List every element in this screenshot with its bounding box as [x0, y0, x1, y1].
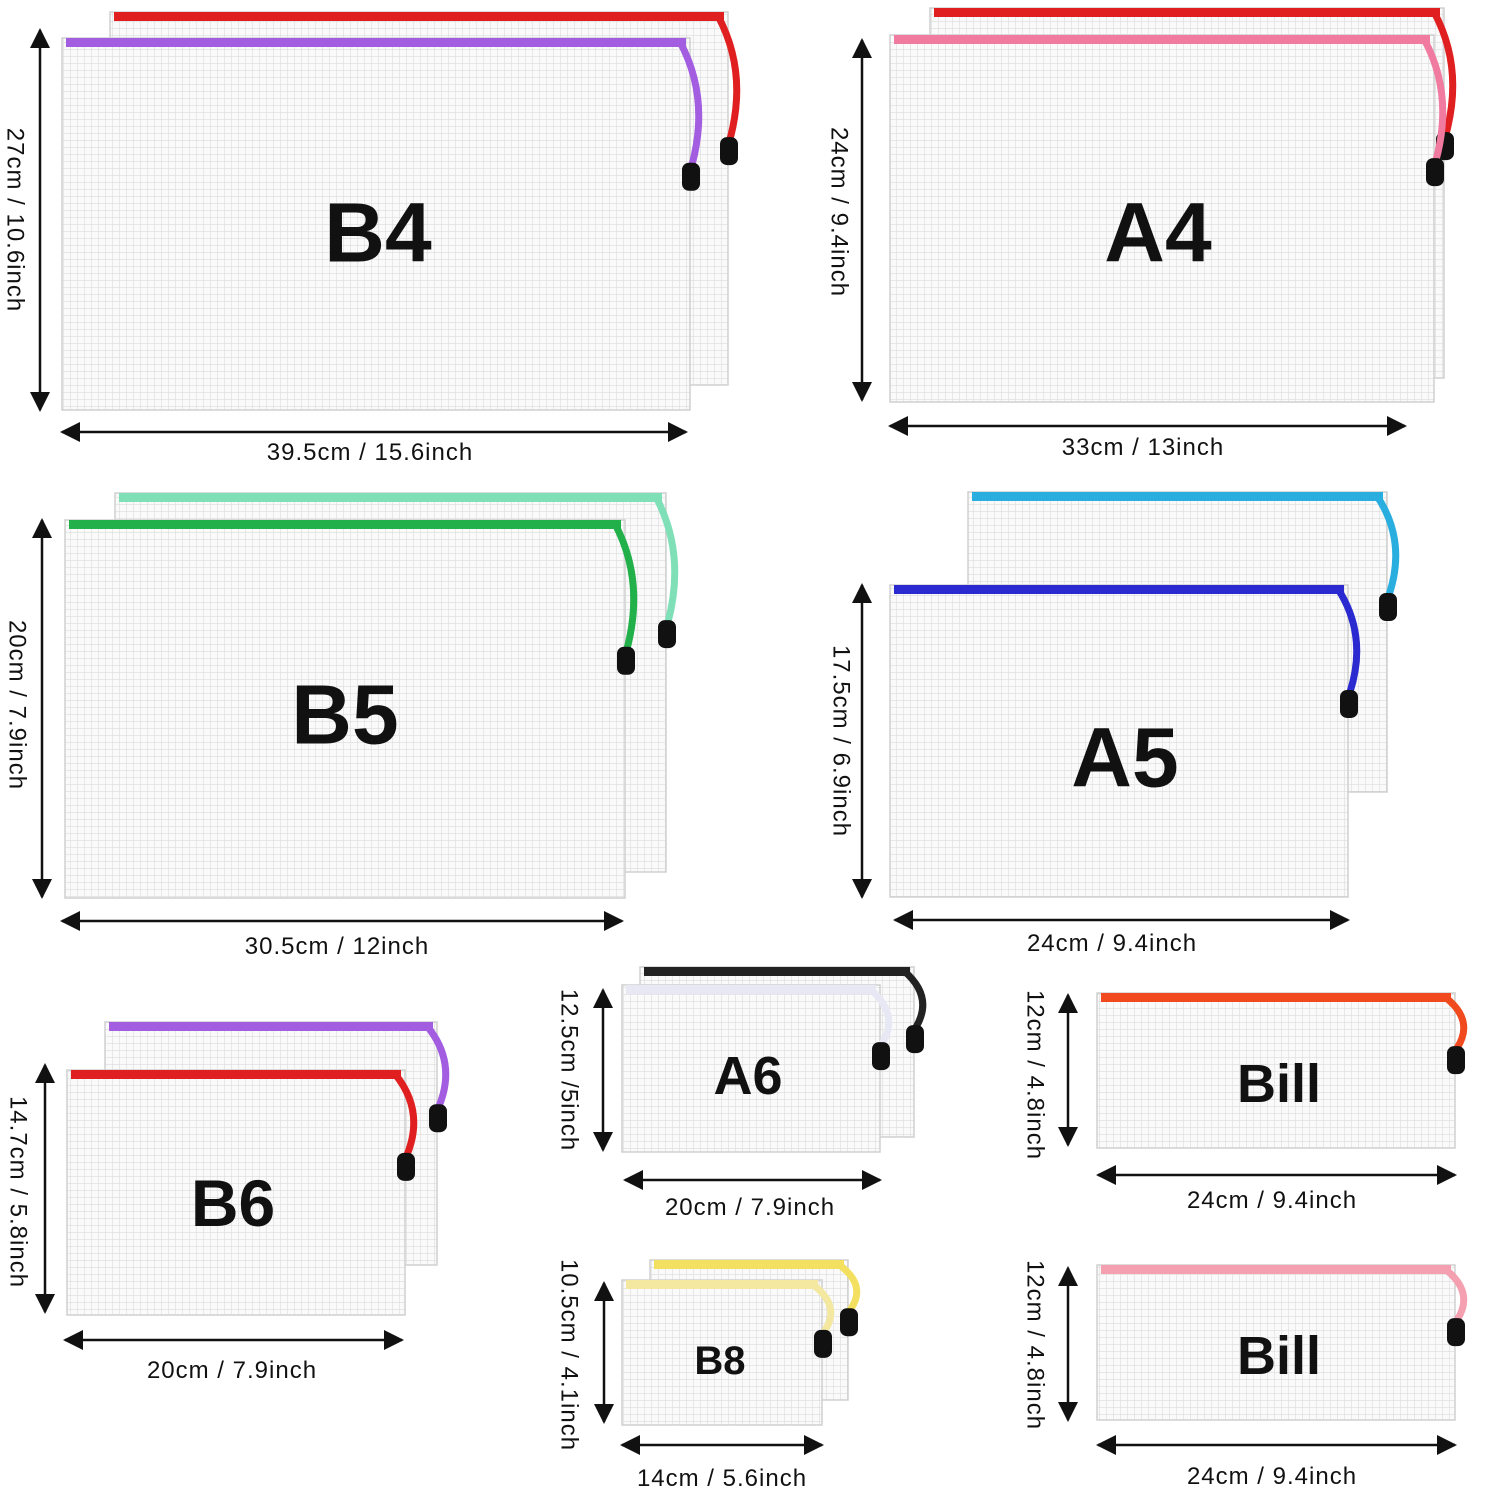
pouch-group — [889, 7, 1457, 403]
width-text: 14cm / 5.6inch — [637, 1465, 807, 1492]
zipper-pull — [834, 1260, 861, 1314]
zipper — [654, 1260, 844, 1269]
zipper — [934, 8, 1440, 17]
size-label: B5 — [291, 667, 398, 761]
pull-tab — [872, 1042, 890, 1071]
height-text: 17.5cm / 6.9inch — [828, 645, 855, 837]
pouch-group — [621, 1259, 861, 1426]
zipper-pull — [714, 12, 741, 143]
height-text: 12.5cm /5inch — [556, 989, 583, 1151]
pull-tab — [397, 1152, 415, 1181]
zipper-pull — [652, 493, 679, 626]
pouch — [621, 1279, 823, 1426]
zipper — [66, 38, 686, 47]
pouch — [66, 1069, 406, 1316]
zipper — [626, 985, 876, 994]
pouch — [1096, 992, 1456, 1149]
pull-tab — [840, 1308, 858, 1337]
height-text: 24cm / 9.4inch — [826, 127, 853, 297]
size-label: Bill — [1237, 1054, 1321, 1114]
zipper-pull — [1334, 585, 1361, 696]
pull-tab — [658, 620, 676, 649]
height-text: 12cm / 4.8inch — [1022, 990, 1049, 1160]
zipper — [71, 1070, 401, 1079]
width-text: 39.5cm / 15.6inch — [267, 439, 473, 466]
zipper-pull — [1373, 492, 1400, 599]
pull-tab — [617, 646, 635, 675]
size-label: B8 — [694, 1339, 745, 1383]
size-label: A6 — [713, 1046, 782, 1106]
pouch-group — [889, 491, 1400, 898]
zipper-pull — [900, 967, 927, 1031]
pouch — [1096, 1264, 1456, 1421]
zipper-pull — [391, 1070, 418, 1159]
pull-tab — [682, 162, 700, 191]
width-text: 24cm / 9.4inch — [1187, 1463, 1357, 1490]
pouch — [889, 584, 1349, 898]
width-text: 24cm / 9.4inch — [1027, 930, 1197, 957]
width-text: 20cm / 7.9inch — [147, 1357, 317, 1384]
zipper — [972, 492, 1383, 501]
pouch — [64, 519, 626, 899]
zipper — [114, 12, 724, 21]
height-text: 10.5cm / 4.1inch — [556, 1259, 583, 1451]
pull-tab — [720, 137, 738, 166]
size-label: Bill — [1237, 1326, 1321, 1386]
zipper — [119, 493, 662, 502]
zipper — [644, 967, 910, 976]
zipper-pull — [1441, 993, 1468, 1052]
pouch-group — [64, 492, 679, 899]
size-label: A5 — [1071, 710, 1178, 804]
size-label: B4 — [324, 185, 432, 279]
zipper-pull — [611, 520, 638, 653]
pouch-group — [1096, 1264, 1468, 1421]
size-label: B6 — [191, 1166, 275, 1240]
width-text: 30.5cm / 12inch — [245, 933, 429, 960]
pouch — [621, 984, 881, 1153]
zipper-pull — [808, 1280, 835, 1336]
zipper — [1101, 993, 1451, 1002]
zipper — [894, 585, 1344, 594]
zipper-pull — [676, 38, 703, 169]
pull-tab — [814, 1329, 832, 1358]
height-text: 27cm / 10.6inch — [2, 128, 29, 312]
zipper — [69, 520, 621, 529]
pull-tab — [429, 1104, 447, 1133]
zipper — [1101, 1265, 1451, 1274]
zipper-pull — [1441, 1265, 1468, 1324]
pull-tab — [906, 1025, 924, 1054]
pull-tab — [1426, 158, 1444, 187]
width-text: 20cm / 7.9inch — [665, 1194, 835, 1221]
size-label: A4 — [1104, 185, 1212, 279]
height-text: 20cm / 7.9inch — [4, 620, 31, 790]
width-text: 33cm / 13inch — [1062, 434, 1224, 461]
pouch-group — [1096, 992, 1468, 1149]
pull-tab — [1447, 1046, 1465, 1075]
pouch-group — [66, 1021, 450, 1316]
pull-tab — [1379, 593, 1397, 621]
pouch-group — [61, 11, 741, 411]
height-text: 12cm / 4.8inch — [1022, 1260, 1049, 1430]
zipper — [894, 35, 1430, 44]
zipper-pull — [1430, 8, 1457, 138]
pull-tab — [1340, 689, 1358, 718]
height-text: 14.7cm / 5.8inch — [5, 1096, 32, 1288]
zipper-pull — [1420, 35, 1447, 164]
width-text: 24cm / 9.4inch — [1187, 1187, 1357, 1214]
zipper — [626, 1280, 818, 1289]
pull-tab — [1447, 1318, 1465, 1347]
pouch-group — [621, 966, 927, 1153]
zipper-pull — [423, 1022, 450, 1110]
pouch — [889, 34, 1435, 403]
zipper — [109, 1022, 433, 1031]
zipper-pull — [866, 985, 893, 1048]
